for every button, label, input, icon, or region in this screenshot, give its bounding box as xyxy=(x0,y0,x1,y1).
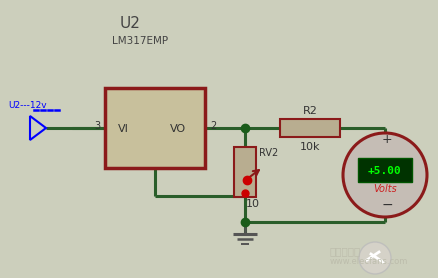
Circle shape xyxy=(359,242,391,274)
FancyBboxPatch shape xyxy=(280,119,340,137)
FancyBboxPatch shape xyxy=(105,88,205,168)
Text: 10k: 10k xyxy=(300,142,320,152)
Text: VI: VI xyxy=(118,124,129,134)
Text: 3: 3 xyxy=(94,121,100,131)
Text: RV2: RV2 xyxy=(259,148,278,158)
Text: +: + xyxy=(381,133,392,146)
Text: 电子发烧友: 电子发烧友 xyxy=(330,246,361,256)
Text: VO: VO xyxy=(170,124,186,134)
FancyBboxPatch shape xyxy=(358,158,412,182)
Text: www.elecfans.com: www.elecfans.com xyxy=(330,257,408,266)
Text: U2: U2 xyxy=(120,16,141,31)
Text: 10: 10 xyxy=(246,199,260,209)
FancyBboxPatch shape xyxy=(234,147,256,197)
Text: +5.00: +5.00 xyxy=(368,166,402,176)
Text: U2---12v: U2---12v xyxy=(8,101,46,110)
Text: 2: 2 xyxy=(210,121,216,131)
Circle shape xyxy=(343,133,427,217)
Text: LM317EMP: LM317EMP xyxy=(112,36,168,46)
Text: R2: R2 xyxy=(303,106,318,116)
Text: −: − xyxy=(381,198,393,212)
Text: Volts: Volts xyxy=(373,184,397,194)
